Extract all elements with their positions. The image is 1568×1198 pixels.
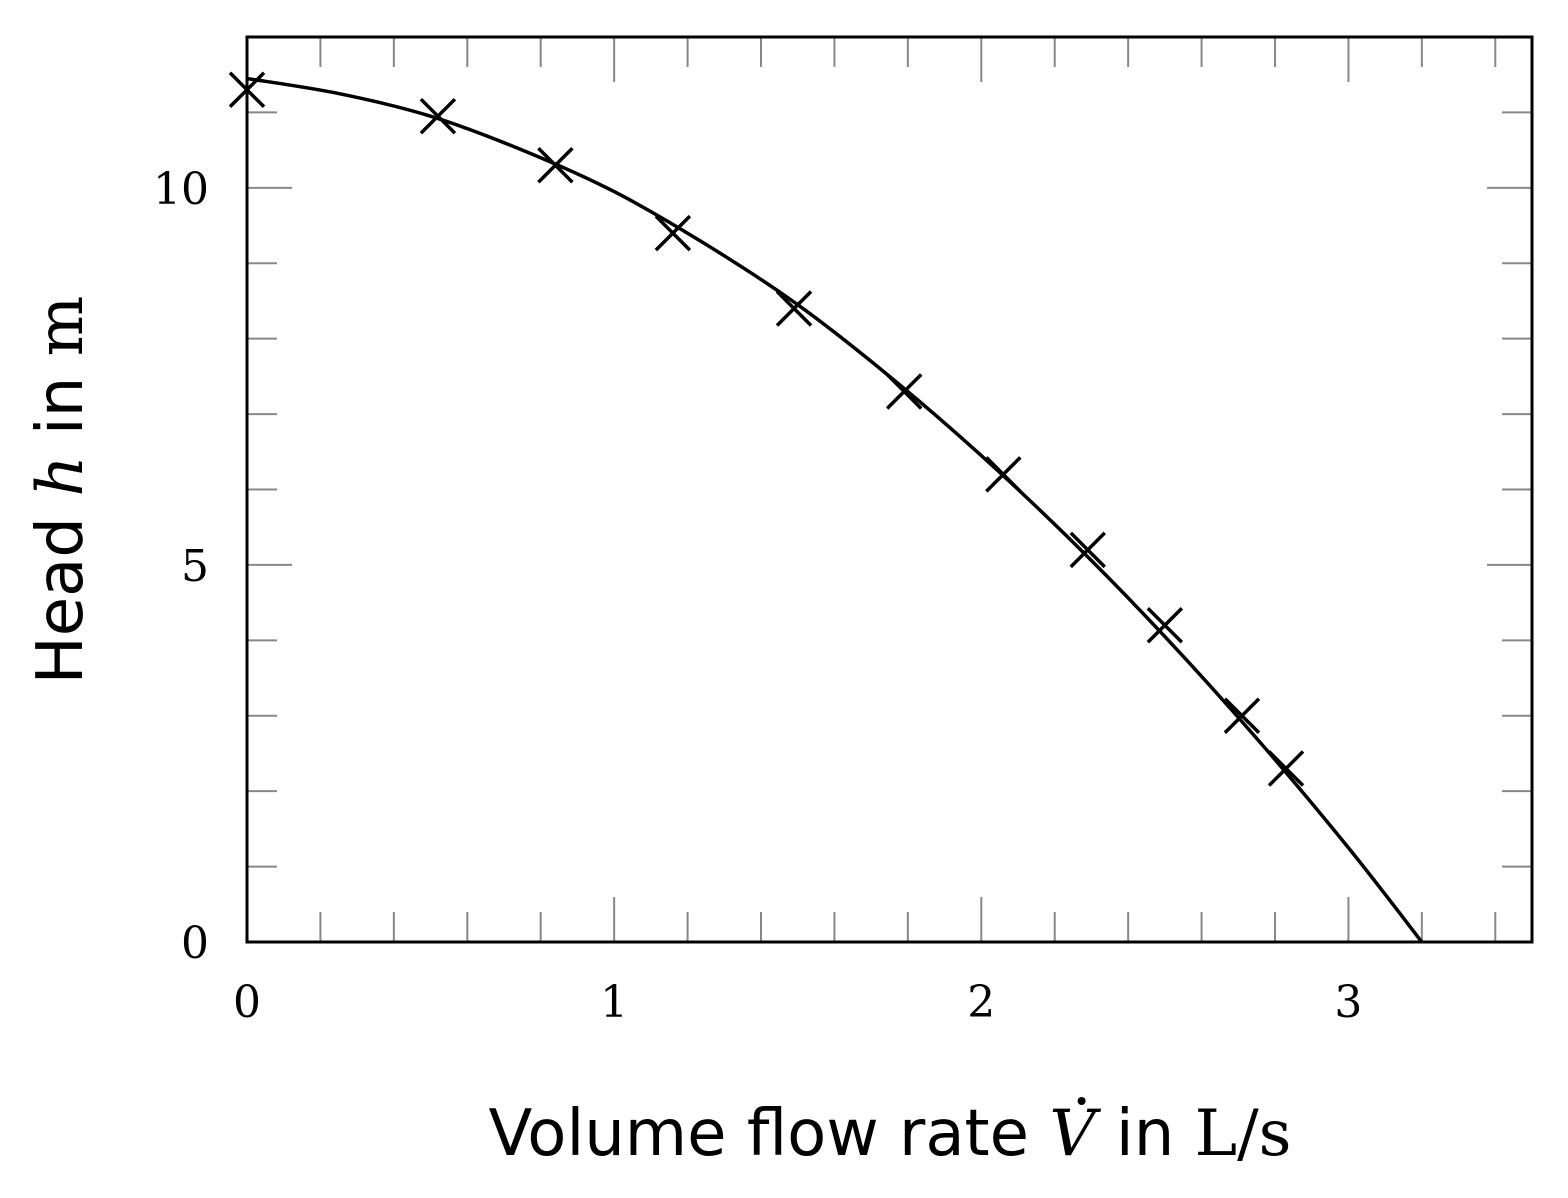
data-point-marker <box>419 97 457 135</box>
x-tick-labels: 0 1 2 3 <box>233 977 1362 1028</box>
y-tick-marks <box>247 36 1532 943</box>
data-markers-layer <box>228 71 1305 787</box>
data-point-marker <box>1267 750 1305 787</box>
y-axis-label-middle: in <box>24 356 98 455</box>
fit-curve <box>246 76 1424 944</box>
x-axis-label-middle: in <box>1096 1097 1195 1171</box>
y-axis-label-unit: m <box>24 296 98 357</box>
data-point-marker <box>885 373 923 410</box>
y-axis-label-symbol: h <box>24 455 98 496</box>
y-tick-label: 5 <box>181 541 209 592</box>
y-tick-label: 0 <box>181 918 209 969</box>
data-point-marker <box>1069 531 1106 569</box>
data-point-marker <box>775 290 813 327</box>
x-tick-label: 1 <box>600 977 628 1028</box>
y-tick-labels: 0 5 10 <box>153 164 209 969</box>
x-axis-label-unit: L/s <box>1195 1097 1292 1171</box>
data-point-marker <box>537 146 574 184</box>
x-tick-label: 3 <box>1334 977 1362 1028</box>
y-tick-label: 10 <box>153 164 209 215</box>
x-axis-symbol-dot <box>1077 1097 1086 1105</box>
y-axis-label: Head h in m <box>24 296 98 685</box>
x-tick-marks <box>246 37 1497 942</box>
data-point-marker <box>1146 607 1184 644</box>
y-axis-label-prefix: Head <box>24 497 98 685</box>
fit-curve-layer <box>246 76 1424 944</box>
x-tick-label: 2 <box>967 977 995 1028</box>
data-point-marker <box>985 456 1022 493</box>
x-axis-label: Volume flow rate V in L/s <box>488 1097 1291 1171</box>
data-point-marker <box>654 214 692 252</box>
x-tick-label: 0 <box>233 977 261 1028</box>
x-axis-label-prefix: Volume flow rate <box>488 1097 1049 1171</box>
data-point-marker <box>1223 697 1261 734</box>
x-axis-label-symbol: V <box>1049 1097 1101 1171</box>
plot-frame <box>245 35 1534 944</box>
